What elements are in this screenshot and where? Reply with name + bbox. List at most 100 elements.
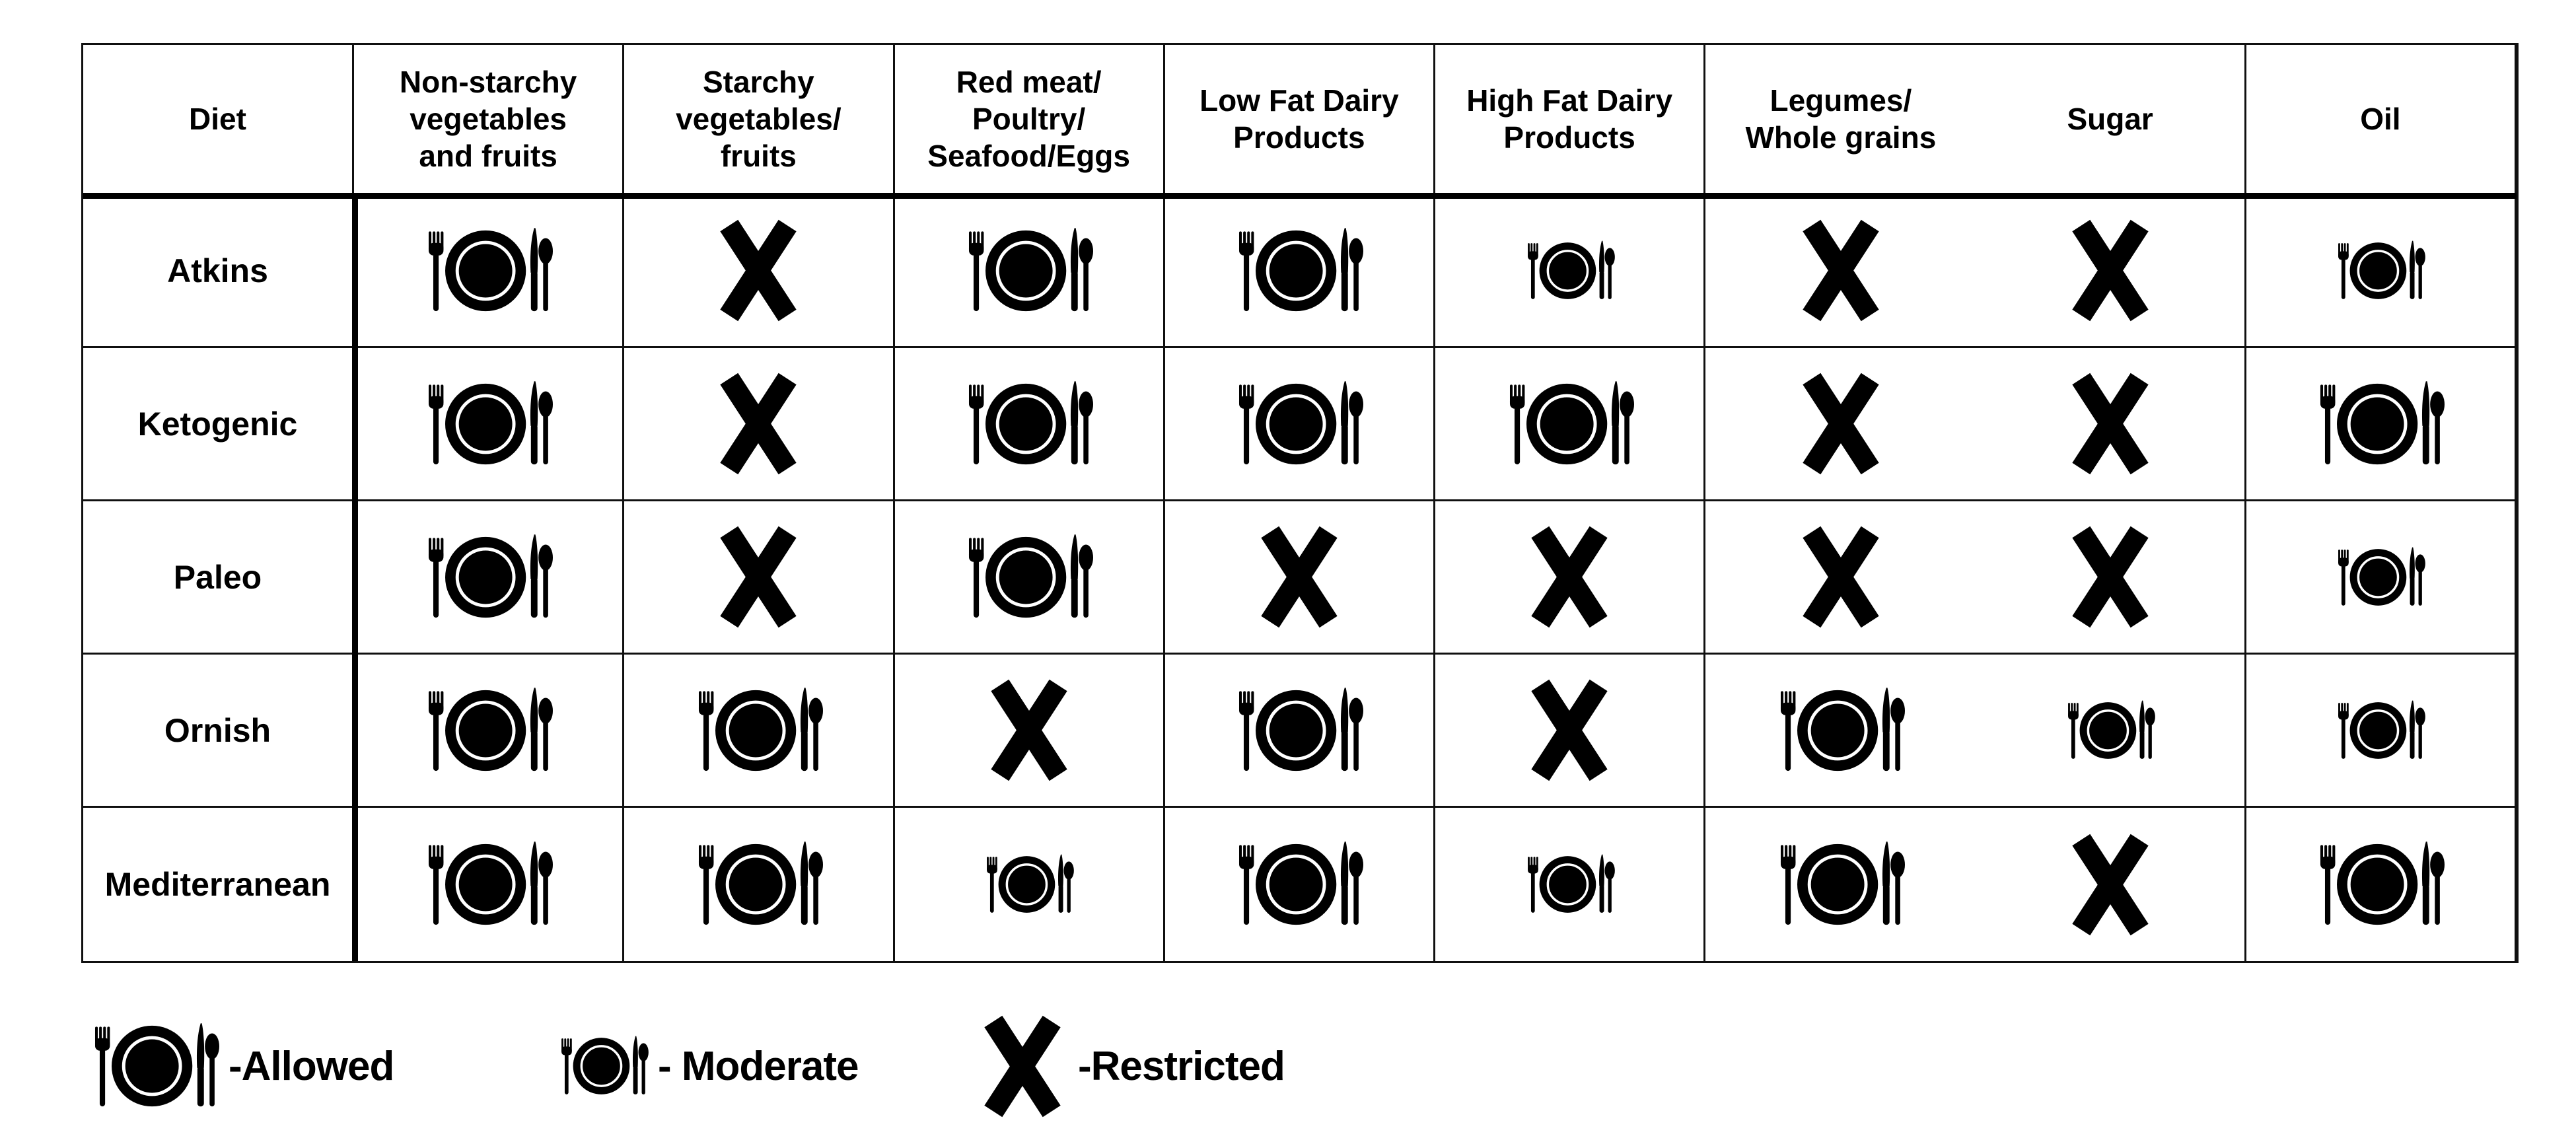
x-icon: [720, 526, 797, 628]
plate-cutlery-icon: [1509, 380, 1634, 464]
cell-atkins-4: [1435, 195, 1706, 348]
cell-ornish-5: [1705, 655, 1976, 808]
plate-cutlery-icon: [1239, 380, 1364, 464]
corner-header-diet: Diet: [83, 45, 354, 195]
row-header-paleo: Paleo: [83, 501, 354, 655]
cell-atkins-0: [354, 195, 625, 348]
cell-mediterranean-2: [895, 808, 1165, 961]
cell-mediterranean-7: [2246, 808, 2517, 961]
cell-paleo-1: [624, 501, 895, 655]
x-icon: [720, 373, 797, 475]
plate-cutlery-icon: [1239, 841, 1364, 925]
column-header-7: Oil: [2246, 45, 2517, 195]
cell-paleo-0: [354, 501, 625, 655]
plate-cutlery-icon: [1781, 841, 1906, 925]
x-icon: [2071, 373, 2149, 475]
x-icon: [1803, 373, 1879, 475]
cell-ornish-7: [2246, 655, 2517, 808]
row-header-ornish: Ornish: [83, 655, 354, 808]
cell-ornish-6: [1976, 655, 2246, 808]
plate-cutlery-small-icon: [2068, 700, 2155, 759]
column-header-5: Legumes/ Whole grains: [1705, 45, 1976, 195]
cell-ketogenic-0: [354, 348, 625, 501]
plate-cutlery-icon: [428, 380, 553, 464]
plate-cutlery-icon: [428, 687, 553, 771]
cell-paleo-6: [1976, 501, 2246, 655]
cell-atkins-7: [2246, 195, 2517, 348]
x-icon: [990, 679, 1067, 781]
cell-mediterranean-6: [1976, 808, 2246, 961]
x-icon: [1803, 219, 1879, 322]
cell-atkins-5: [1705, 195, 1976, 348]
cell-ketogenic-5: [1705, 348, 1976, 501]
plate-cutlery-small-icon: [2338, 547, 2426, 606]
plate-cutlery-icon: [1239, 227, 1364, 311]
plate-cutlery-icon: [2320, 380, 2445, 464]
plate-cutlery-icon: [94, 1023, 219, 1107]
cell-atkins-6: [1976, 195, 2246, 348]
legend-item-restricted: -Restricted: [976, 1009, 1285, 1123]
legend-item-moderate: - Moderate: [558, 1009, 859, 1123]
row-header-ketogenic: Ketogenic: [83, 348, 354, 501]
plate-cutlery-icon: [969, 380, 1094, 464]
cell-ketogenic-6: [1976, 348, 2246, 501]
cell-mediterranean-4: [1435, 808, 1706, 961]
plate-cutlery-icon: [428, 534, 553, 618]
diet-column-divider-line: [352, 195, 358, 961]
cell-ketogenic-1: [624, 348, 895, 501]
row-header-atkins: Atkins: [83, 195, 354, 348]
cell-ornish-0: [354, 655, 625, 808]
cell-paleo-2: [894, 501, 1165, 655]
column-header-1: Starchy vegetables/ fruits: [624, 45, 895, 195]
x-icon: [1531, 526, 1608, 628]
cell-atkins-3: [1164, 195, 1435, 348]
x-icon: [720, 219, 797, 322]
column-header-6: Sugar: [1976, 45, 2246, 195]
plate-cutlery-icon: [969, 227, 1094, 311]
plate-cutlery-small-icon: [2338, 240, 2426, 299]
plate-cutlery-small-icon: [561, 1036, 649, 1094]
cell-atkins-2: [894, 195, 1165, 348]
cell-ketogenic-2: [894, 348, 1165, 501]
header-divider-line: [83, 193, 2517, 199]
plate-cutlery-small-icon: [1527, 854, 1615, 913]
plate-cutlery-small-icon: [987, 854, 1074, 913]
plate-cutlery-small-icon: [1527, 240, 1615, 299]
cell-mediterranean-3: [1165, 808, 1435, 961]
cell-mediterranean-0: [354, 808, 625, 961]
legend: -Allowed - Moderate -Restricted: [0, 1009, 2576, 1123]
plate-cutlery-icon: [428, 841, 553, 925]
x-icon: [2071, 219, 2149, 322]
row-header-mediterranean: Mediterranean: [83, 808, 354, 961]
x-icon: [2071, 834, 2149, 935]
x-icon: [1803, 526, 1879, 628]
column-header-0: Non-starchy vegetables and fruits: [354, 45, 625, 195]
x-icon: [1261, 526, 1338, 628]
x-icon: [984, 1015, 1061, 1117]
cell-ketogenic-4: [1435, 348, 1706, 501]
plate-cutlery-icon: [1781, 687, 1906, 771]
cell-ketogenic-7: [2246, 348, 2517, 501]
x-icon: [2071, 526, 2149, 628]
plate-cutlery-icon: [2320, 841, 2445, 925]
cell-mediterranean-1: [624, 808, 895, 961]
cell-paleo-7: [2246, 501, 2517, 655]
cell-ornish-2: [894, 655, 1165, 808]
cell-ornish-3: [1164, 655, 1435, 808]
legend-label: -Restricted: [1078, 1043, 1285, 1089]
column-header-4: High Fat Dairy Products: [1435, 45, 1706, 195]
cell-paleo-5: [1705, 501, 1976, 655]
plate-cutlery-icon: [698, 687, 823, 771]
plate-cutlery-icon: [969, 534, 1094, 618]
plate-cutlery-icon: [428, 227, 553, 311]
cell-ornish-4: [1435, 655, 1706, 808]
cell-atkins-1: [624, 195, 895, 348]
plate-cutlery-icon: [1239, 687, 1364, 771]
cell-mediterranean-5: [1705, 808, 1976, 961]
plate-cutlery-small-icon: [2338, 700, 2426, 759]
column-header-2: Red meat/ Poultry/ Seafood/Eggs: [894, 45, 1165, 195]
legend-label: -Allowed: [229, 1043, 394, 1089]
cell-ornish-1: [624, 655, 895, 808]
x-icon: [1531, 679, 1608, 781]
